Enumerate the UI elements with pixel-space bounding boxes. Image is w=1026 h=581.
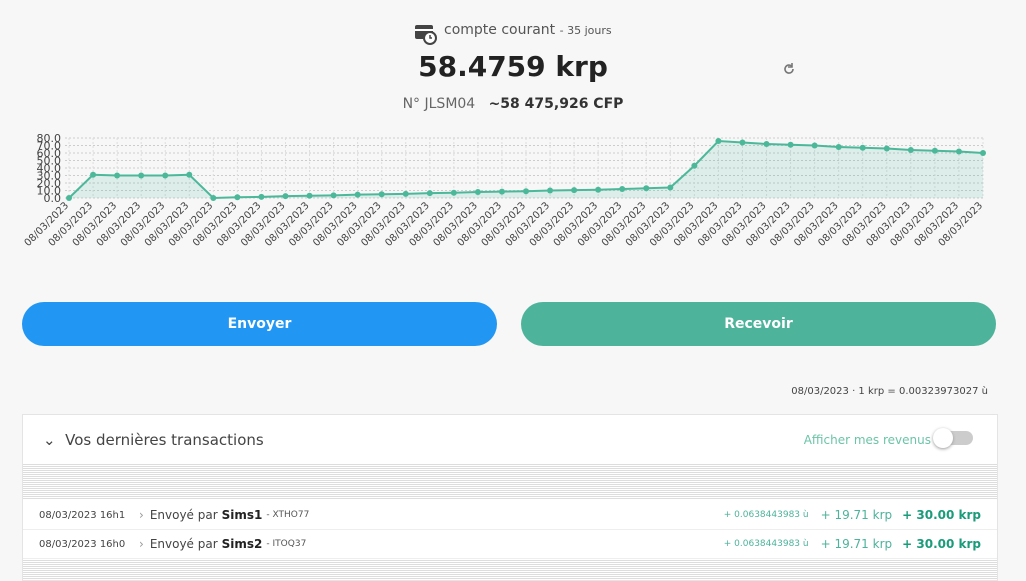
y-tick-label: 30.0 bbox=[37, 170, 62, 183]
point bbox=[595, 186, 602, 193]
point bbox=[739, 139, 746, 146]
exchange-rate: 08/03/2023 · 1 krp = 0.00323973027 ù bbox=[791, 386, 988, 397]
y-tick-label: 20.0 bbox=[37, 177, 62, 190]
amount-krp: + 19.71 krp bbox=[820, 537, 893, 551]
receive-button[interactable]: Recevoir bbox=[521, 302, 996, 346]
point bbox=[66, 195, 72, 201]
point bbox=[378, 191, 385, 198]
amount-small: + 0.0638443983 ù bbox=[723, 510, 809, 520]
chart: 0.010.020.030.040.050.060.070.080.008/03… bbox=[23, 132, 986, 249]
transaction-row[interactable]: 08/03/2023 16h0 › Envoyé par Sims2- ITOQ37 +… bbox=[23, 530, 997, 559]
point bbox=[450, 189, 457, 196]
point bbox=[354, 191, 361, 198]
point bbox=[667, 184, 674, 191]
y-tick-label: 40.0 bbox=[37, 162, 62, 175]
point bbox=[643, 185, 650, 192]
point bbox=[306, 192, 313, 199]
point bbox=[547, 187, 554, 194]
amount-krp: + 19.71 krp bbox=[820, 508, 893, 522]
point bbox=[138, 172, 145, 179]
separator bbox=[23, 463, 997, 499]
separator bbox=[23, 559, 997, 580]
y-tick-label: 70.0 bbox=[37, 140, 62, 153]
wallet-icon bbox=[415, 25, 437, 45]
point bbox=[210, 195, 217, 201]
account-label: compte courant - 35 jours bbox=[444, 22, 612, 38]
point bbox=[258, 193, 265, 200]
point bbox=[955, 148, 962, 155]
toggle[interactable] bbox=[933, 428, 973, 448]
chevron: › bbox=[139, 508, 144, 522]
code: - XTHO77 bbox=[266, 510, 310, 520]
point bbox=[402, 190, 409, 197]
balance: 58.4759 krp bbox=[418, 50, 608, 83]
point bbox=[835, 144, 842, 150]
code: - ITOQ37 bbox=[266, 539, 307, 549]
amount-small: + 0.0638443983 ù bbox=[723, 539, 809, 549]
prefix: Envoyé par bbox=[149, 537, 218, 551]
chevron: › bbox=[139, 537, 144, 551]
fiat-value: ~58 475,926 CFP bbox=[488, 96, 624, 112]
y-tick-label: 0.0 bbox=[44, 192, 62, 205]
date: 08/03/2023 16h1 bbox=[39, 509, 126, 521]
send-button[interactable]: Envoyer bbox=[22, 302, 497, 346]
refresh-icon[interactable] bbox=[781, 61, 797, 77]
point bbox=[234, 194, 241, 201]
point bbox=[571, 187, 578, 194]
point bbox=[186, 171, 193, 178]
period: - 35 jours bbox=[559, 24, 612, 37]
point bbox=[883, 145, 890, 152]
point bbox=[114, 172, 121, 179]
point bbox=[498, 188, 505, 195]
point bbox=[523, 188, 529, 195]
point bbox=[931, 147, 938, 154]
point bbox=[691, 162, 698, 169]
sender: Sims2 bbox=[221, 537, 263, 551]
point bbox=[763, 141, 770, 147]
date: 08/03/2023 16h0 bbox=[39, 538, 126, 550]
point bbox=[715, 138, 722, 144]
point bbox=[90, 171, 97, 178]
point bbox=[619, 186, 626, 192]
point bbox=[787, 141, 794, 148]
y-tick-label: 80.0 bbox=[37, 132, 62, 145]
point bbox=[330, 192, 337, 199]
y-tick-label: 10.0 bbox=[37, 185, 62, 198]
point bbox=[474, 189, 481, 195]
panel-header[interactable]: ⌄ Vos dernières transactions bbox=[43, 431, 264, 449]
account-type: compte courant bbox=[444, 22, 556, 38]
y-tick-label: 60.0 bbox=[37, 147, 62, 160]
y-tick-label: 50.0 bbox=[37, 155, 62, 168]
amount-total: + 30.00 krp bbox=[902, 537, 981, 551]
transaction-row[interactable]: 08/03/2023 16h1 › Envoyé par Sims1- XTHO77 +… bbox=[23, 501, 997, 530]
transactions-panel: ⌄ Vos dernières transactions Afficher me… bbox=[22, 414, 998, 581]
toggle-label: Afficher mes revenus bbox=[803, 433, 931, 447]
point bbox=[811, 142, 818, 149]
point bbox=[859, 144, 866, 151]
panel-title: Vos dernières transactions bbox=[65, 431, 264, 449]
area bbox=[69, 141, 983, 198]
account-id: N° JLSM04 bbox=[402, 96, 476, 112]
point bbox=[426, 190, 433, 197]
sender: Sims1 bbox=[221, 508, 263, 522]
account-info: N° JLSM04 ~58 475,926 CFP bbox=[0, 96, 1026, 112]
prefix: Envoyé par bbox=[149, 508, 218, 522]
point bbox=[980, 150, 986, 156]
point bbox=[282, 193, 289, 200]
point bbox=[907, 147, 914, 153]
point bbox=[162, 172, 169, 179]
amount-total: + 30.00 krp bbox=[902, 508, 981, 522]
